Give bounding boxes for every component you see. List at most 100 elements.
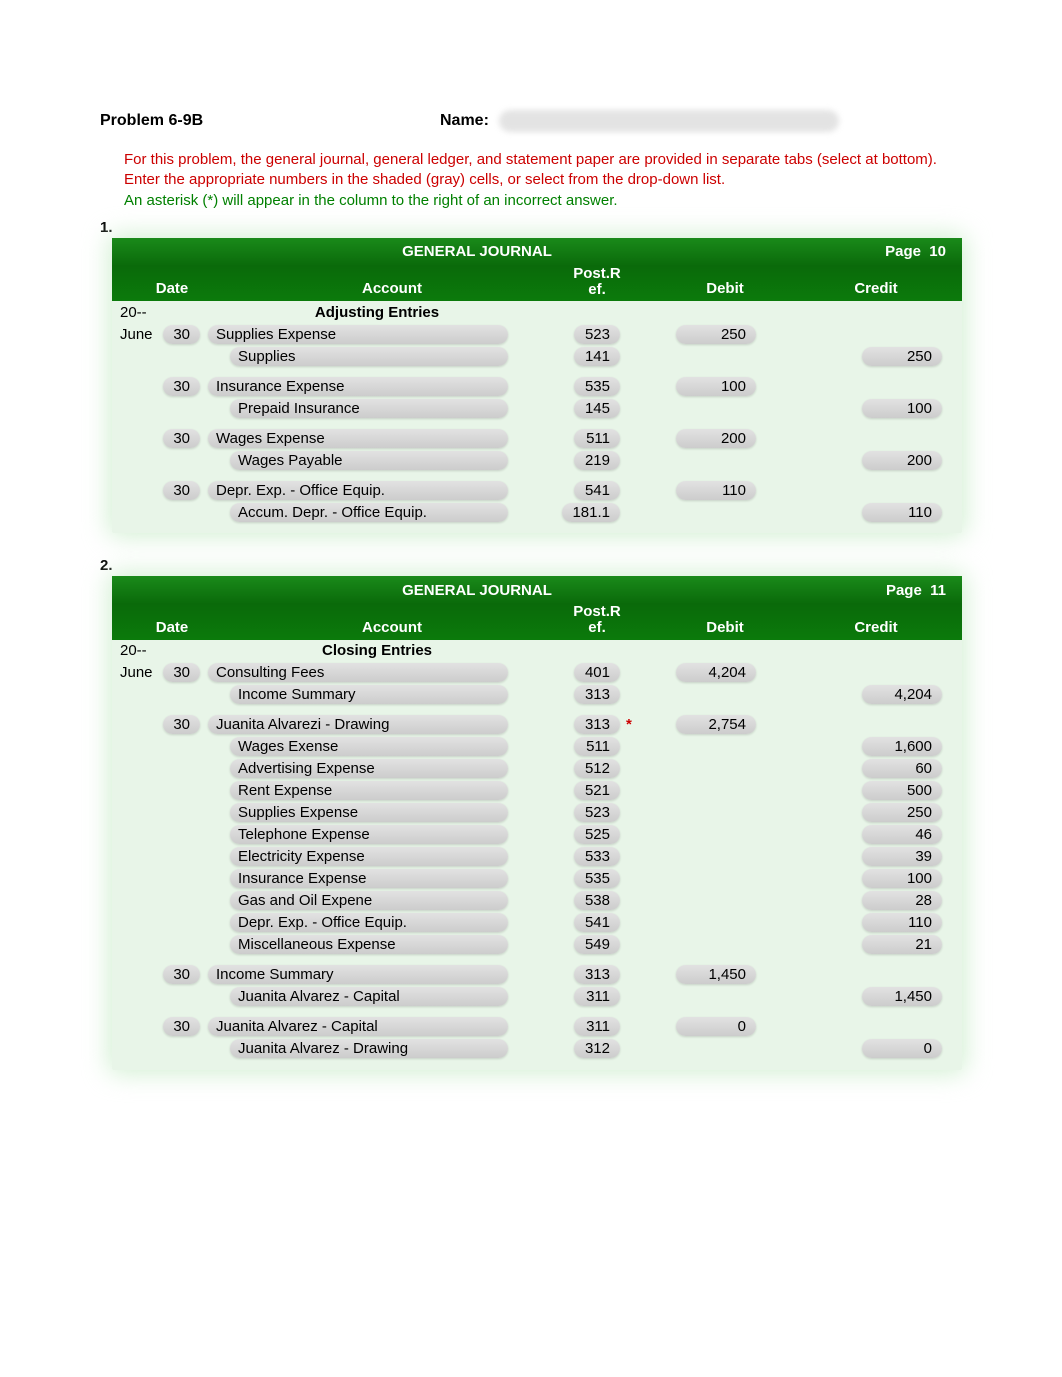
postref-cell[interactable]: 511 [574, 737, 620, 756]
postref-cell[interactable]: 311 [574, 987, 620, 1006]
credit-cell[interactable]: 110 [862, 913, 942, 932]
journal-row: Rent Expense 521 500 [112, 780, 962, 802]
problem-label: Problem 6-9B [100, 112, 440, 130]
credit-cell[interactable]: 21 [862, 935, 942, 954]
journal-page: Page 10 [842, 243, 962, 260]
postref-cell[interactable]: 525 [574, 825, 620, 844]
postref-cell[interactable]: 541 [574, 913, 620, 932]
account-cell[interactable]: Income Summary [230, 685, 508, 704]
account-cell[interactable]: Miscellaneous Expense [230, 935, 508, 954]
day-cell[interactable]: 30 [163, 663, 200, 682]
credit-cell[interactable]: 0 [862, 1039, 942, 1058]
postref-cell[interactable]: 549 [574, 935, 620, 954]
debit-cell[interactable]: 2,754 [676, 715, 756, 734]
account-cell[interactable]: Rent Expense [230, 781, 508, 800]
account-cell[interactable]: Prepaid Insurance [230, 399, 508, 418]
day-cell[interactable]: 30 [163, 429, 200, 448]
postref-cell[interactable]: 521 [574, 781, 620, 800]
day-cell[interactable]: 30 [163, 965, 200, 984]
account-cell[interactable]: Advertising Expense [230, 759, 508, 778]
credit-cell[interactable]: 1,600 [862, 737, 942, 756]
postref-cell[interactable]: 523 [574, 325, 620, 344]
credit-cell[interactable]: 46 [862, 825, 942, 844]
debit-cell[interactable]: 250 [676, 325, 756, 344]
account-cell[interactable]: Supplies [230, 347, 508, 366]
name-input-blank[interactable] [499, 110, 839, 132]
debit-cell[interactable]: 1,450 [676, 965, 756, 984]
debit-cell[interactable]: 0 [676, 1017, 756, 1036]
debit-cell[interactable]: 200 [676, 429, 756, 448]
account-cell[interactable]: Juanita Alvarezi - Drawing [208, 715, 508, 734]
credit-cell[interactable]: 4,204 [862, 685, 942, 704]
postref-cell[interactable]: 141 [574, 347, 620, 366]
postref-cell[interactable]: 538 [574, 891, 620, 910]
credit-cell[interactable]: 110 [862, 503, 942, 522]
day-cell[interactable]: 30 [163, 325, 200, 344]
journal-row: 30 Juanita Alvarezi - Drawing 313 * 2,754 [112, 714, 962, 736]
account-cell[interactable]: Depr. Exp. - Office Equip. [208, 481, 508, 500]
postref-cell[interactable]: 181.1 [562, 503, 620, 522]
year-cell: 20-- [112, 642, 160, 659]
postref-cell[interactable]: 523 [574, 803, 620, 822]
credit-cell[interactable]: 500 [862, 781, 942, 800]
credit-cell[interactable]: 28 [862, 891, 942, 910]
account-cell[interactable]: Accum. Depr. - Office Equip. [230, 503, 508, 522]
day-cell[interactable]: 30 [163, 377, 200, 396]
day-cell[interactable]: 30 [163, 481, 200, 500]
journal-row: Advertising Expense 512 60 [112, 758, 962, 780]
debit-cell[interactable]: 110 [676, 481, 756, 500]
postref-cell[interactable]: 313 [574, 965, 620, 984]
credit-cell[interactable]: 250 [862, 347, 942, 366]
account-cell[interactable]: Juanita Alvarez - Drawing [230, 1039, 508, 1058]
postref-cell[interactable]: 512 [574, 759, 620, 778]
journal-row: Wages Exense 511 1,600 [112, 736, 962, 758]
account-cell[interactable]: Wages Exense [230, 737, 508, 756]
postref-cell[interactable]: 511 [574, 429, 620, 448]
account-cell[interactable]: Telephone Expense [230, 825, 508, 844]
credit-cell[interactable]: 1,450 [862, 987, 942, 1006]
postref-cell[interactable]: 541 [574, 481, 620, 500]
account-cell[interactable]: Electricity Expense [230, 847, 508, 866]
credit-cell[interactable]: 100 [862, 869, 942, 888]
credit-cell[interactable]: 200 [862, 451, 942, 470]
account-cell[interactable]: Wages Expense [208, 429, 508, 448]
account-cell[interactable]: Depr. Exp. - Office Equip. [230, 913, 508, 932]
postref-cell[interactable]: 533 [574, 847, 620, 866]
journal-row: Juanita Alvarez - Capital 311 1,450 [112, 986, 962, 1008]
journal-row: Accum. Depr. - Office Equip. 181.1 110 [112, 501, 962, 523]
journal-row: 30 Depr. Exp. - Office Equip. 541 110 [112, 479, 962, 501]
journal-row: Depr. Exp. - Office Equip. 541 110 [112, 912, 962, 934]
postref-cell[interactable]: 312 [574, 1039, 620, 1058]
account-cell[interactable]: Supplies Expense [230, 803, 508, 822]
col-debit: Debit [660, 619, 790, 636]
debit-cell[interactable]: 4,204 [676, 663, 756, 682]
postref-cell[interactable]: 145 [574, 399, 620, 418]
entries-heading: Adjusting Entries [206, 304, 546, 321]
account-cell[interactable]: Supplies Expense [208, 325, 508, 344]
day-cell[interactable]: 30 [163, 715, 200, 734]
error-star: * [626, 716, 644, 733]
account-cell[interactable]: Insurance Expense [208, 377, 508, 396]
account-cell[interactable]: Wages Payable [230, 451, 508, 470]
account-cell[interactable]: Gas and Oil Expene [230, 891, 508, 910]
postref-cell[interactable]: 313 [574, 715, 620, 734]
account-cell[interactable]: Consulting Fees [208, 663, 508, 682]
credit-cell[interactable]: 60 [862, 759, 942, 778]
credit-cell[interactable]: 250 [862, 803, 942, 822]
credit-cell[interactable]: 39 [862, 847, 942, 866]
postref-cell[interactable]: 401 [574, 663, 620, 682]
debit-cell[interactable]: 100 [676, 377, 756, 396]
journal-row: Telephone Expense 525 46 [112, 824, 962, 846]
account-cell[interactable]: Insurance Expense [230, 869, 508, 888]
day-cell[interactable]: 30 [163, 1017, 200, 1036]
postref-cell[interactable]: 535 [574, 377, 620, 396]
postref-cell[interactable]: 311 [574, 1017, 620, 1036]
postref-cell[interactable]: 219 [574, 451, 620, 470]
journal-row: Juanita Alvarez - Drawing 312 0 [112, 1038, 962, 1060]
credit-cell[interactable]: 100 [862, 399, 942, 418]
postref-cell[interactable]: 313 [574, 685, 620, 704]
postref-cell[interactable]: 535 [574, 869, 620, 888]
account-cell[interactable]: Juanita Alvarez - Capital [208, 1017, 508, 1036]
account-cell[interactable]: Income Summary [208, 965, 508, 984]
account-cell[interactable]: Juanita Alvarez - Capital [230, 987, 508, 1006]
